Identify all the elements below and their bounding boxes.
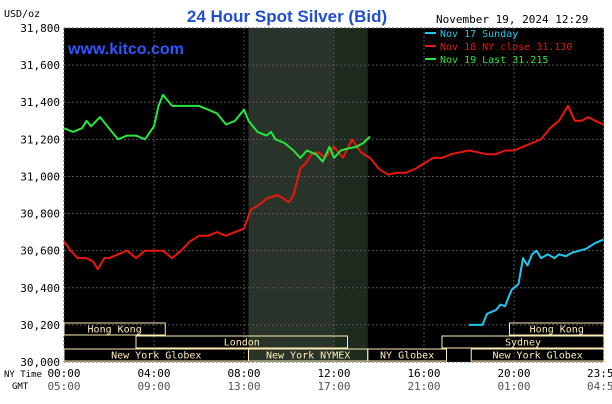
axes: 31,800 31,600 31,400 31,200 31,000 30,800 30,6… — [4, 22, 612, 393]
x-tick-label-gmt: 21:00 — [407, 380, 440, 393]
chart-timestamp: November 19, 2024 12:29 — [436, 13, 588, 26]
session-bar — [441, 335, 605, 349]
y-tick-label: 30,400 — [20, 282, 60, 295]
series-line-1 — [469, 238, 604, 326]
y-tick-label: 31,200 — [20, 133, 60, 146]
x-tick-label-gmt: 13:00 — [227, 380, 260, 393]
session-bar — [509, 322, 605, 336]
session-bar — [367, 348, 447, 362]
market-hours-shade — [248, 28, 334, 362]
session-label: London — [224, 338, 260, 349]
x-tick-label-ny: 12:00 — [317, 367, 350, 380]
x-tick-label-gmt: 05:00 — [47, 380, 80, 393]
session-label: Hong Kong — [530, 325, 584, 336]
session-bar — [135, 335, 348, 349]
watermark-logo-text: www.kitco.com — [67, 41, 184, 58]
x-axis-label-gmt: GMT — [12, 382, 29, 392]
y-tick-label: 31,400 — [20, 96, 60, 109]
session-label: New York NYMEX — [266, 351, 350, 362]
legend-entry: Nov 19 Last 31.215 — [440, 55, 548, 66]
session-label: NY Globex — [380, 351, 434, 362]
y-axis-unit-label: USD/oz — [4, 9, 40, 20]
x-tick-label-ny: 20:00 — [497, 367, 530, 380]
x-tick-label-ny: 04:00 — [137, 367, 170, 380]
session-label: New York Globex — [111, 351, 201, 362]
legend-entry: Nov 18 NY close 31.130 — [440, 42, 572, 53]
x-tick-label-ny: 00:00 — [47, 367, 80, 380]
y-tick-label: 30,000 — [20, 356, 60, 369]
session-label: New York Globex — [492, 351, 582, 362]
y-tick-label: 30,600 — [20, 245, 60, 258]
x-axis-label-ny: NY Time — [4, 370, 42, 380]
x-tick-label-gmt: 09:00 — [137, 380, 170, 393]
session-bar — [63, 322, 166, 336]
x-tick-label-ny: 16:00 — [407, 367, 440, 380]
x-tick-label-ny: 08:00 — [227, 367, 260, 380]
y-tick-label: 31,800 — [20, 22, 60, 35]
y-tick-label: 31,600 — [20, 59, 60, 72]
session-bar — [470, 348, 605, 362]
y-tick-label: 30,800 — [20, 208, 60, 221]
session-label: Hong Kong — [88, 325, 142, 336]
x-tick-label-gmt: 01:00 — [497, 380, 530, 393]
x-tick-label-gmt: 04:59 — [587, 380, 612, 393]
y-tick-label: 30,200 — [20, 319, 60, 332]
series-line-3 — [63, 93, 371, 163]
session-label: Sydney — [505, 338, 541, 349]
legend-entry: Nov 17 Sunday — [440, 29, 518, 40]
y-tick-label: 31,000 — [20, 170, 60, 183]
chart-title: 24 Hour Spot Silver (Bid) — [187, 7, 387, 26]
x-tick-label-gmt: 17:00 — [317, 380, 350, 393]
plot-area: Hong Kong London New York Globex New York N… — [63, 27, 605, 363]
x-tick-label-ny: 23:59 — [587, 367, 612, 380]
